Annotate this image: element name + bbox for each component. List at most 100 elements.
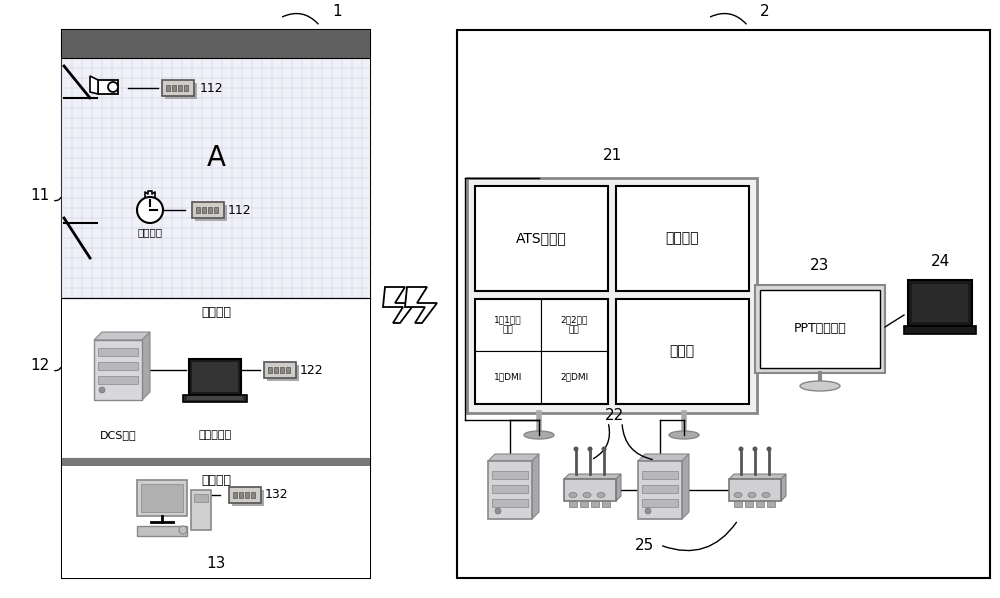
Text: 122: 122 <box>300 364 324 377</box>
Bar <box>274 367 278 373</box>
Bar <box>475 186 608 291</box>
Bar <box>591 501 599 507</box>
Text: 2车2号摄
像头: 2车2号摄 像头 <box>560 315 588 335</box>
Bar <box>178 85 182 91</box>
Bar <box>642 499 678 507</box>
Bar <box>184 85 188 91</box>
Bar <box>908 280 972 326</box>
Polygon shape <box>405 287 437 323</box>
Polygon shape <box>616 474 621 501</box>
Polygon shape <box>729 474 786 479</box>
Bar <box>280 367 284 373</box>
Polygon shape <box>142 332 150 400</box>
Bar <box>98 348 138 356</box>
Text: 13: 13 <box>206 557 226 572</box>
Bar <box>137 526 187 536</box>
Bar <box>756 501 764 507</box>
Bar <box>233 492 237 498</box>
Circle shape <box>602 447 606 451</box>
Bar <box>98 80 118 94</box>
Text: 计时设备: 计时设备 <box>138 227 162 237</box>
Ellipse shape <box>734 493 742 498</box>
Polygon shape <box>781 474 786 501</box>
Circle shape <box>767 447 772 451</box>
Text: 22: 22 <box>605 407 625 423</box>
Bar <box>745 501 753 507</box>
Bar <box>267 365 299 381</box>
Polygon shape <box>383 287 415 323</box>
Bar <box>642 485 678 493</box>
Text: 24: 24 <box>930 255 950 270</box>
Bar <box>638 461 682 519</box>
Text: 112: 112 <box>228 203 252 216</box>
Bar <box>166 85 170 91</box>
Polygon shape <box>488 454 539 461</box>
Bar <box>602 501 610 507</box>
FancyArrowPatch shape <box>663 522 736 551</box>
Bar <box>492 471 528 479</box>
Bar <box>755 285 885 373</box>
FancyArrowPatch shape <box>622 425 652 459</box>
Text: 2: 2 <box>760 4 770 19</box>
Bar <box>62 466 370 578</box>
Circle shape <box>645 508 651 514</box>
Bar <box>232 490 264 506</box>
Ellipse shape <box>800 381 840 391</box>
Text: 拾包笔记本: 拾包笔记本 <box>198 430 232 440</box>
Bar <box>214 207 218 213</box>
Bar <box>196 207 200 213</box>
Bar <box>229 487 261 503</box>
Bar <box>191 490 211 530</box>
Text: 23: 23 <box>810 258 830 273</box>
Bar <box>286 367 290 373</box>
Ellipse shape <box>748 493 756 498</box>
Bar <box>904 326 976 334</box>
Circle shape <box>753 447 758 451</box>
Bar <box>165 83 197 99</box>
Bar <box>541 299 607 351</box>
Bar <box>98 362 138 370</box>
Bar <box>767 501 775 507</box>
Bar <box>268 367 272 373</box>
Polygon shape <box>94 332 150 340</box>
Bar <box>251 492 255 498</box>
Text: 控制中心: 控制中心 <box>201 474 231 487</box>
Circle shape <box>588 447 592 451</box>
Polygon shape <box>532 454 539 519</box>
Text: 132: 132 <box>265 489 289 502</box>
Bar <box>541 351 607 403</box>
Text: 两车距离: 两车距离 <box>665 231 699 245</box>
Bar <box>208 207 212 213</box>
Bar <box>245 492 249 498</box>
Bar <box>194 494 208 502</box>
Bar <box>192 202 224 218</box>
Bar <box>62 30 370 578</box>
Bar <box>202 207 206 213</box>
Circle shape <box>108 82 118 92</box>
Ellipse shape <box>669 431 699 439</box>
Circle shape <box>137 197 163 223</box>
Polygon shape <box>682 454 689 519</box>
Bar <box>172 85 176 91</box>
Text: 25: 25 <box>635 538 655 553</box>
Bar <box>162 80 194 96</box>
Bar <box>187 396 243 400</box>
Circle shape <box>574 447 578 451</box>
Text: 1车DMI: 1车DMI <box>494 373 522 382</box>
Text: 11: 11 <box>30 188 49 203</box>
Bar <box>467 178 757 413</box>
Bar <box>569 501 577 507</box>
Text: 控制中心: 控制中心 <box>201 306 231 319</box>
Bar <box>264 362 296 378</box>
Bar <box>62 458 370 466</box>
Bar <box>183 395 247 402</box>
Bar <box>488 461 532 519</box>
Bar <box>760 290 880 368</box>
Bar <box>475 351 541 403</box>
Circle shape <box>99 387 105 393</box>
Text: 计时器: 计时器 <box>669 344 695 358</box>
Bar <box>580 501 588 507</box>
Bar <box>62 298 370 458</box>
Bar <box>616 186 749 291</box>
Text: 2车DMI: 2车DMI <box>560 373 588 382</box>
